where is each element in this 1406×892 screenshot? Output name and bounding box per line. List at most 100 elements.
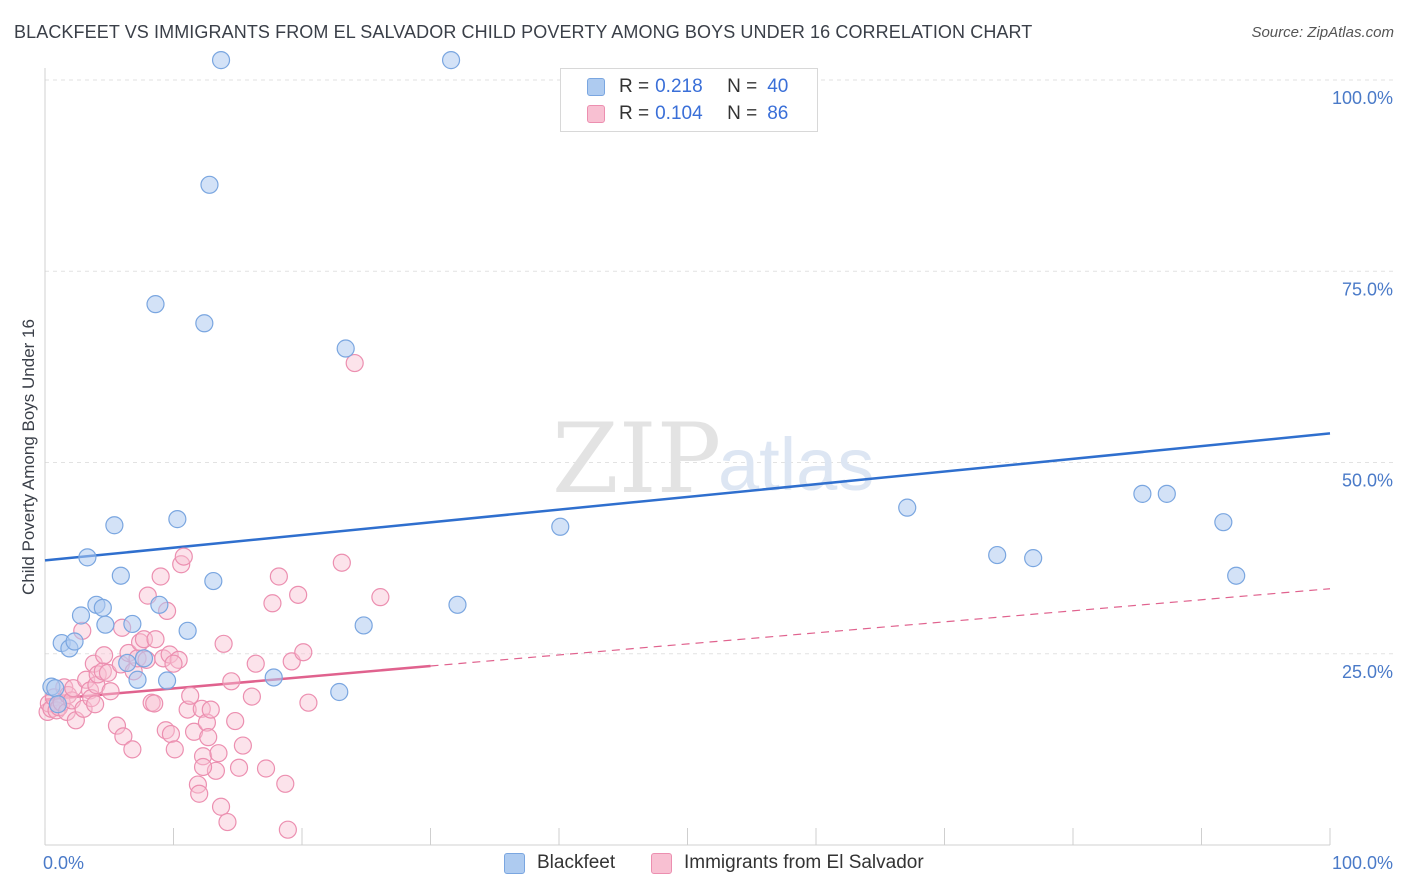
- data-point-blackfeet: [448, 595, 467, 614]
- data-point-blackfeet: [1133, 484, 1152, 503]
- trend-line-salvador-extension: [430, 588, 1331, 667]
- data-point-salvador: [269, 567, 288, 586]
- data-point-salvador: [218, 812, 237, 832]
- data-point-blackfeet: [1214, 513, 1233, 532]
- grid-lines: [45, 79, 1393, 655]
- source-label: Source: ZipAtlas.com: [1251, 24, 1394, 41]
- data-point-salvador: [184, 722, 204, 741]
- y-tick-label: 25.0%: [1342, 662, 1393, 682]
- legend-row-blackfeet: R = 0.218 N = 40: [587, 74, 788, 100]
- y-tick-label: 100.0%: [1332, 88, 1393, 108]
- data-point-salvador: [123, 740, 142, 759]
- data-point-blackfeet: [146, 295, 165, 314]
- data-point-salvador: [345, 353, 364, 373]
- trend-line-salvador: [44, 664, 431, 701]
- legend-r-label: R =: [619, 76, 650, 97]
- data-point-salvador: [193, 747, 213, 766]
- series-blackfeet: [42, 51, 1246, 714]
- data-point-blackfeet: [330, 682, 349, 702]
- data-point-salvador: [107, 716, 127, 735]
- data-point-salvador: [114, 727, 133, 746]
- data-point-blackfeet: [111, 566, 130, 585]
- data-point-salvador: [98, 663, 118, 682]
- data-point-blackfeet: [195, 314, 214, 333]
- legend-label-salvador: Immigrants from El Salvador: [684, 852, 924, 873]
- y-axis-label: Child Poverty Among Boys Under 16: [19, 319, 38, 595]
- data-point-blackfeet: [123, 614, 142, 634]
- data-point-blackfeet: [46, 679, 65, 698]
- data-point-salvador: [165, 740, 184, 759]
- data-point-salvador: [178, 700, 197, 719]
- legend-n-label: N =: [727, 103, 758, 124]
- data-point-blackfeet: [93, 598, 112, 617]
- data-point-salvador: [242, 687, 261, 706]
- data-point-blackfeet: [204, 571, 223, 591]
- data-point-salvador: [299, 693, 318, 712]
- data-point-salvador: [160, 645, 179, 664]
- data-point-salvador: [294, 643, 313, 662]
- data-point-salvador: [201, 700, 220, 719]
- series-immigrants-el-salvador: [38, 353, 390, 839]
- data-point-salvador: [263, 594, 282, 613]
- data-point-salvador: [222, 672, 241, 691]
- data-point-salvador: [181, 686, 200, 705]
- data-point-blackfeet: [128, 670, 147, 689]
- data-point-salvador: [77, 670, 96, 689]
- data-point-salvador: [276, 774, 295, 793]
- legend-n-value: 40: [767, 76, 789, 97]
- data-point-salvador: [199, 728, 218, 747]
- legend-n-value: 86: [767, 103, 789, 124]
- data-point-blackfeet: [150, 595, 169, 614]
- data-point-blackfeet: [96, 615, 115, 634]
- legend-r-value: 0.104: [655, 103, 703, 124]
- data-point-blackfeet: [336, 339, 355, 358]
- watermark-atlas: atlas: [718, 423, 874, 506]
- legend-row-salvador: R = 0.104 N = 86: [587, 101, 788, 127]
- data-point-blackfeet: [551, 517, 570, 536]
- data-point-salvador: [214, 634, 233, 653]
- data-point-salvador: [211, 797, 231, 816]
- data-point-salvador: [190, 784, 209, 803]
- data-point-salvador: [188, 775, 208, 794]
- legend-item-blackfeet: Blackfeet: [504, 852, 615, 874]
- data-point-salvador: [246, 654, 265, 673]
- data-point-salvador: [164, 654, 183, 673]
- legend-n-label: N =: [727, 76, 758, 97]
- legend-r-label: R =: [619, 103, 650, 124]
- legend-r-value: 0.218: [655, 76, 703, 97]
- data-point-blackfeet: [134, 649, 154, 668]
- blackfeet-swatch: [587, 78, 605, 96]
- data-point-blackfeet: [264, 668, 283, 687]
- trend-line-blackfeet: [44, 432, 1331, 562]
- blackfeet-legend-swatch: [504, 852, 525, 874]
- data-point-salvador: [229, 758, 249, 777]
- data-point-salvador: [145, 694, 164, 713]
- watermark: ZIP atlas: [552, 403, 874, 515]
- data-point-blackfeet: [988, 545, 1007, 565]
- data-point-salvador: [151, 567, 170, 586]
- legend-item-salvador: Immigrants from El Salvador: [651, 852, 924, 874]
- data-point-blackfeet: [1024, 549, 1043, 568]
- data-point-blackfeet: [168, 510, 187, 529]
- data-point-salvador: [193, 757, 213, 777]
- data-point-salvador: [278, 820, 297, 839]
- data-point-blackfeet: [441, 51, 461, 70]
- data-point-salvador: [233, 736, 252, 755]
- legend-label-blackfeet: Blackfeet: [537, 852, 616, 873]
- series-legend: Blackfeet Immigrants from El Salvador: [0, 852, 1406, 878]
- data-point-blackfeet: [65, 632, 84, 651]
- data-point-blackfeet: [200, 175, 219, 194]
- data-point-blackfeet: [71, 606, 91, 625]
- y-tick-label: 50.0%: [1342, 471, 1393, 491]
- x-tick-label: 0.0%: [43, 853, 84, 873]
- data-point-blackfeet: [354, 616, 373, 635]
- data-point-blackfeet: [211, 51, 231, 70]
- data-point-salvador: [101, 682, 120, 701]
- data-point-blackfeet: [48, 695, 67, 714]
- chart-title: BLACKFEET VS IMMIGRANTS FROM EL SALVADOR…: [14, 22, 1033, 42]
- watermark-zip: ZIP: [552, 403, 721, 515]
- data-point-salvador: [289, 585, 308, 604]
- trend-lines: [44, 432, 1331, 701]
- data-point-blackfeet: [178, 621, 197, 640]
